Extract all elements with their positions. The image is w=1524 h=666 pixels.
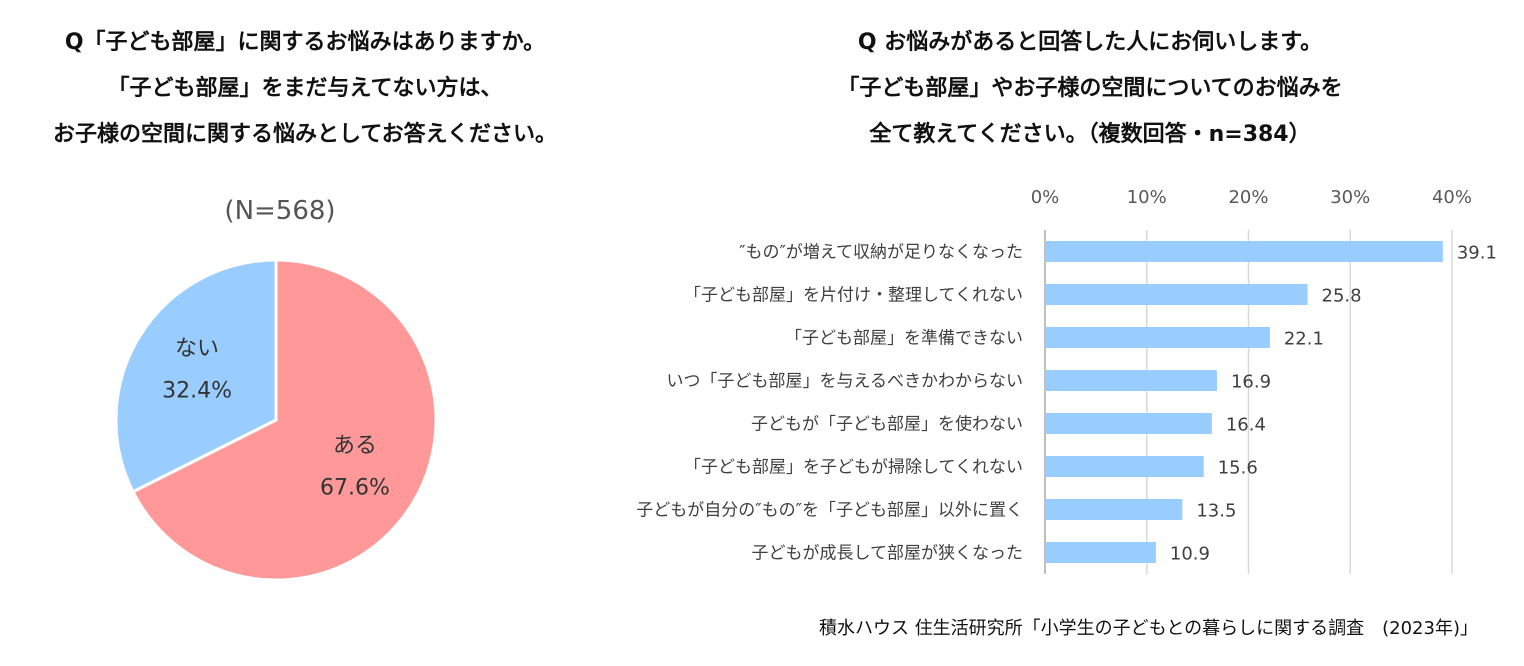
right-title-line-3: 全て教えてください。（複数回答・n=384） [869,122,1311,147]
pie-slice-1 [114,258,278,494]
bar-5 [1045,456,1204,477]
bar-value-label-4: 16.4 [1226,415,1266,436]
tick-label-1: 10% [1127,187,1167,208]
category-label-4: 子どもが「子ども部屋」を使わない [751,414,1023,435]
pie-sample-size: (N=568) [224,196,336,226]
bar-0 [1045,241,1443,262]
category-label-2: 「子ども部屋」を準備できない [785,329,1023,349]
right-title-line-1: Q お悩みがあると回答した人にお伺いします。 [857,30,1323,55]
bar-4 [1045,413,1212,434]
category-label-7: 子どもが成長して部屋が狭くなった [752,544,1024,564]
source-caption: 積水ハウス 住生活研究所「小学生の子どもとの暮らしに関する調査 (2023年)」 [818,618,1478,639]
pie-slice-value-0: 67.6% [320,476,390,501]
tick-label-0: 0% [1031,187,1060,208]
pie-chart: ある 67.6% ない 32.4% [114,258,438,582]
left-question-title: Q「子ども部屋」に関するお悩みはありますか。 「子ども部屋」をまだ与えてない方は… [10,20,600,158]
bar-6 [1045,499,1183,520]
pie-slice-label-1: ない [175,336,219,361]
bar-7 [1045,542,1156,563]
left-title-line-3: お子様の空間に関する悩みとしてお答えください。 [52,122,558,147]
bar-value-label-6: 13.5 [1196,501,1236,522]
left-title-line-1: Q「子ども部屋」に関するお悩みはありますか。 [64,30,546,55]
bar-value-label-0: 39.1 [1457,243,1497,264]
category-label-0: ″もの″が増えて収納が足りなくなった [739,243,1023,263]
pie-slice-label-0: ある [333,434,377,459]
category-label-1: 「子ども部屋」を片付け・整理してくれない [684,286,1023,306]
bar-2 [1045,327,1270,348]
tick-label-4: 40% [1432,187,1472,208]
tick-label-3: 30% [1330,187,1370,208]
bar-value-label-7: 10.9 [1170,544,1210,565]
bar-value-label-5: 15.6 [1218,458,1258,479]
category-label-3: いつ「子ども部屋」を与えるべきかわからない [667,372,1024,392]
bar-chart: 0% 10% 20% 30% 40% ″もの″が増えて収納が足りなくなった 39.1 「子ども… [636,187,1497,574]
right-question-title: Q お悩みがあると回答した人にお伺いします。 「子ども部屋」やお子様の空間につい… [790,20,1390,158]
left-title-line-2: 「子ども部屋」をまだ与えてない方は、 [107,76,503,101]
bar-3 [1045,370,1217,391]
bar-value-label-3: 16.9 [1231,372,1271,393]
tick-label-2: 20% [1228,187,1268,208]
right-title-line-2: 「子ども部屋」やお子様の空間についてのお悩みを [837,76,1343,101]
pie-slice-value-1: 32.4% [162,378,232,403]
bar-value-label-1: 25.8 [1322,286,1362,307]
bar-1 [1045,284,1308,305]
category-label-5: 「子ども部屋」を子どもが掃除してくれない [684,458,1023,478]
category-label-6: 子どもが自分の″もの″を「子ども部屋」以外に置く [636,501,1023,521]
bar-value-label-2: 22.1 [1284,329,1324,350]
pie-slice-0 [130,258,438,582]
